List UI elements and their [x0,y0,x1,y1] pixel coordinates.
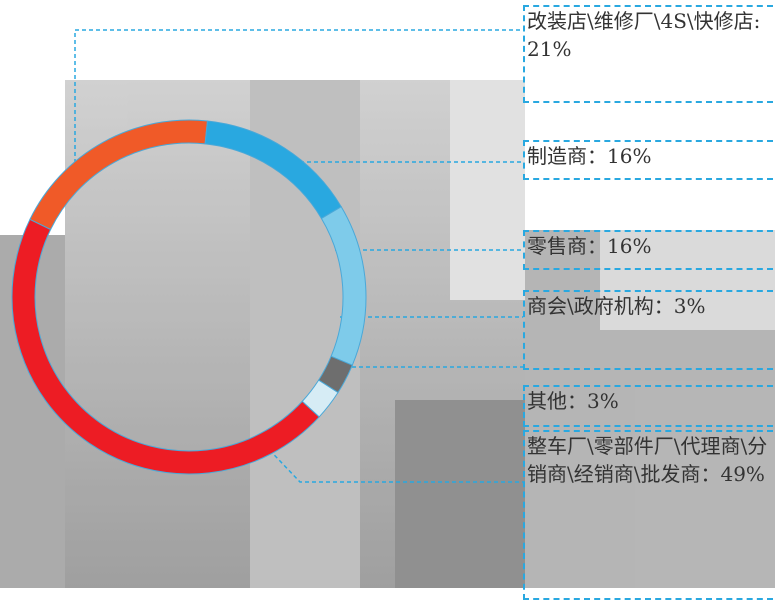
label: 整车厂\零部件厂\代理商\分销商\经销商\批发商：49% [523,430,773,600]
label: 零售商：16% [523,230,773,270]
donut [11,119,367,475]
label: 商会\政府机构：3% [523,290,773,370]
background-photo [0,80,775,588]
donut-segment [11,218,320,475]
label: 制造商：16% [523,140,773,180]
label: 其他：3% [523,385,773,427]
leader-lines [74,29,523,483]
label: 改装店\维修厂\4S\快修店:21% [523,5,773,103]
